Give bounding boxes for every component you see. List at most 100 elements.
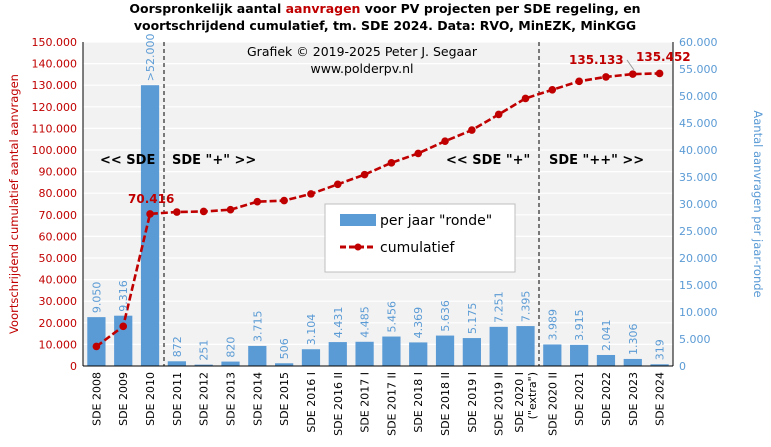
cumulative-line-path	[95, 72, 660, 348]
cumulative-point	[468, 126, 476, 134]
bar	[355, 341, 374, 366]
bar-value-label: 5.175	[466, 303, 479, 335]
y-left-tick-label: 20.000	[39, 317, 78, 330]
cumulative-point	[494, 110, 503, 119]
legend: per jaar "ronde" cumulatief	[324, 203, 516, 273]
y-right-tick-label: 10.000	[679, 306, 718, 319]
bar	[570, 344, 589, 366]
bar-value-label: 3.989	[546, 309, 559, 341]
bar	[248, 345, 267, 366]
bar	[275, 363, 294, 366]
bar-value-label: 1.306	[627, 323, 640, 355]
bar-value-label: 4.431	[332, 307, 345, 339]
cumulative-point	[360, 170, 369, 179]
bar-value-label: 3.715	[251, 310, 264, 342]
y-left-tick-label: 110.000	[32, 122, 78, 135]
cumulative-point	[226, 205, 235, 214]
bar	[114, 315, 133, 366]
bar	[194, 364, 213, 366]
x-tick-label: SDE 2018 II	[439, 372, 452, 436]
bar	[409, 342, 428, 366]
cumulative-point	[173, 208, 181, 216]
gridlines	[83, 41, 673, 345]
y-right-tick-label: 30.000	[679, 198, 718, 211]
y-left-tick-label: 0	[70, 360, 77, 373]
x-tick-label: SDE 2012	[198, 372, 211, 426]
y-right-tick-label: 5.000	[679, 333, 711, 346]
cumulative-point	[548, 85, 557, 94]
cumulative-point	[280, 196, 288, 205]
x-tick-label: SDE 2020 II	[546, 372, 559, 436]
section-label-sde-left: << SDE	[100, 153, 155, 168]
x-tick-label: SDE 2019 II	[493, 372, 506, 436]
bar-value-label: 9.316	[117, 280, 130, 312]
x-tick-label: SDE 2008	[90, 372, 103, 426]
cumulative-point	[441, 137, 449, 146]
y-right-tick-label: 25.000	[679, 225, 718, 238]
y-left-tick-label: 70.000	[39, 209, 78, 222]
bar-value-labels: 9.050 9.316 >52.000 872 251 820 3.715 506 3.104 4…	[90, 33, 666, 360]
y-left-tick-label: 140.000	[32, 58, 78, 71]
y-left-tick-label: 80.000	[39, 187, 78, 200]
x-tick-label: SDE 2009	[117, 372, 130, 426]
bar	[140, 85, 160, 366]
cumulative-point	[307, 190, 315, 198]
legend-swatch-bars	[340, 214, 376, 226]
x-tick-label: SDE 2013	[225, 372, 238, 426]
cumulative-point	[333, 180, 342, 189]
y-right-tick-label: 35.000	[679, 171, 718, 184]
x-tick-label: SDE 2024	[654, 372, 667, 426]
y-left-tick-label: 150.000	[32, 36, 78, 49]
y-right-tick-label: 20.000	[679, 252, 718, 265]
y-axis-left-title: Voortschrijdend cumulatief aantal aanvra…	[7, 74, 21, 334]
bar	[221, 361, 240, 366]
y-right-tick-label: 45.000	[679, 117, 718, 130]
cumulative-point	[387, 159, 396, 167]
bar	[462, 338, 481, 366]
bar	[650, 364, 669, 366]
y-left-tick-label: 100.000	[32, 144, 78, 157]
section-label-sde-plus-right: SDE "+" >>	[172, 153, 256, 168]
x-tick-label: ("extra")	[526, 372, 539, 419]
y-left-tick-label: 10.000	[39, 338, 78, 351]
y-right-tick-label: 60.000	[679, 36, 718, 49]
x-tick-label: SDE 2011	[171, 372, 184, 426]
cumulative-line	[92, 69, 664, 351]
bar-value-label: 4.369	[412, 307, 425, 339]
x-tick-label: SDE 2015	[278, 372, 291, 426]
bar	[87, 317, 106, 366]
cumulative-point	[253, 197, 262, 206]
y-left-tick-label: 90.000	[39, 166, 78, 179]
x-tick-label: SDE 2023	[627, 372, 640, 426]
bar-value-label: 820	[225, 337, 238, 358]
cumulative-point	[146, 210, 154, 218]
cumulative-point	[199, 207, 208, 216]
cumulative-point	[521, 94, 530, 103]
x-tick-label: SDE 2016 I	[305, 372, 318, 433]
bar-value-label: 251	[198, 340, 211, 361]
y-axis-right-title: Aantal aanvragen per jaar-ronde	[751, 110, 765, 297]
bar-value-label: 9.050	[90, 282, 103, 314]
bar-value-label: 872	[171, 336, 184, 357]
cumulative-point	[602, 73, 610, 81]
credit-line-1: Grafiek © 2019-2025 Peter J. Segaar	[247, 44, 478, 59]
y-right-tick-label: 50.000	[679, 90, 718, 103]
annotation-sde2010-cumulative: 70.416	[128, 192, 174, 206]
y-right-tick-label: 15.000	[679, 279, 718, 292]
x-tick-label: SDE 2010	[144, 372, 157, 426]
cumulative-point	[655, 69, 664, 78]
bar-value-label: 7.395	[520, 291, 533, 323]
cumulative-point	[92, 342, 101, 351]
bar	[623, 358, 642, 366]
y-right-tick-label: 0	[679, 360, 686, 373]
bar	[435, 335, 455, 366]
bar	[301, 349, 321, 366]
y-left-tick-label: 130.000	[32, 79, 78, 92]
x-tick-label: SDE 2021	[573, 372, 586, 426]
bar	[489, 326, 508, 366]
cumulative-point	[414, 149, 423, 158]
y-right-tick-label: 40.000	[679, 144, 718, 157]
bar-value-label: 506	[278, 338, 291, 359]
bar-value-label: 3.104	[305, 314, 318, 346]
